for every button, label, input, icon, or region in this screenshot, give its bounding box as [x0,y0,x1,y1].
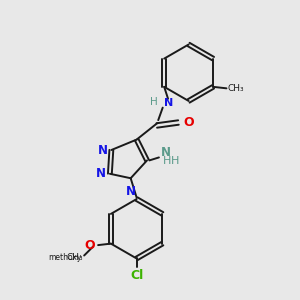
Text: N: N [98,143,108,157]
Text: N: N [96,167,106,180]
Text: N: N [161,146,171,159]
Text: H: H [171,156,179,166]
Text: H: H [164,156,172,166]
Text: Cl: Cl [130,269,143,282]
Text: N: N [164,98,173,108]
Text: O: O [84,238,94,252]
Text: CH₃: CH₃ [66,253,82,262]
Text: CH₃: CH₃ [228,84,244,93]
Text: O: O [184,116,194,129]
Text: H: H [150,97,157,107]
Text: N: N [126,185,136,198]
Text: methoxy: methoxy [49,253,82,262]
